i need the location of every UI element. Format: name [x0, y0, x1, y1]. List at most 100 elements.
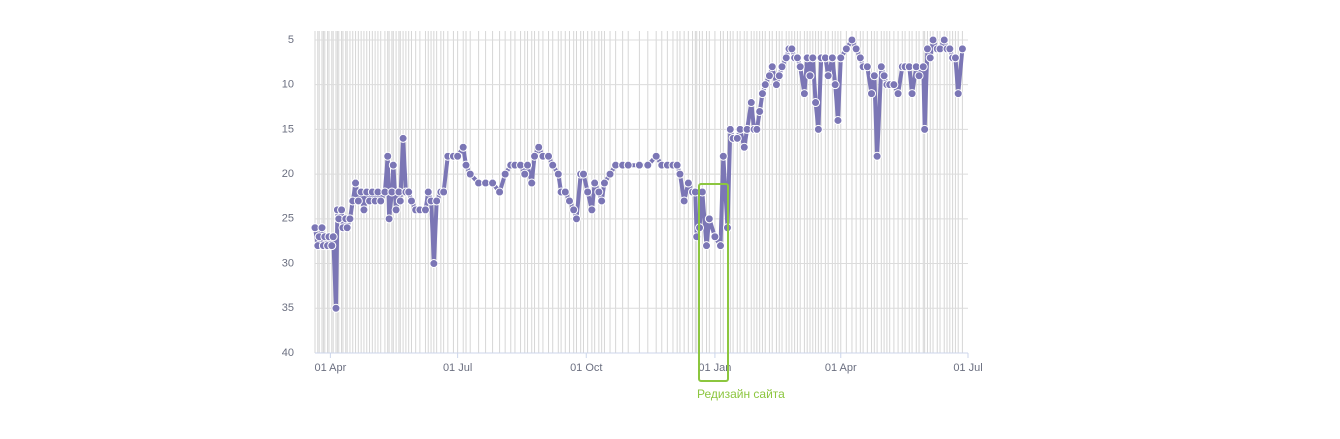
point [337, 205, 347, 215]
point [702, 241, 712, 251]
point [578, 169, 588, 179]
point [569, 205, 579, 215]
point [795, 62, 805, 72]
point [429, 259, 439, 269]
point [867, 89, 877, 99]
point [805, 71, 815, 81]
point [404, 187, 414, 197]
point [879, 71, 889, 81]
y-tick-label: 5 [288, 34, 294, 46]
point [945, 44, 955, 54]
point [752, 124, 762, 134]
x-tick-label: 01 Jul [443, 362, 472, 374]
point [746, 98, 756, 108]
point [571, 214, 581, 224]
point [623, 160, 633, 170]
point [781, 53, 791, 63]
point [833, 115, 843, 125]
point [388, 160, 398, 170]
point [599, 178, 609, 188]
point [353, 196, 363, 206]
point [925, 53, 935, 63]
point [830, 80, 840, 90]
point [889, 80, 899, 90]
point [391, 205, 401, 215]
point [594, 187, 604, 197]
point [914, 71, 924, 81]
point [383, 151, 393, 161]
point [823, 71, 833, 81]
y-tick-label: 40 [282, 347, 294, 359]
point [605, 169, 615, 179]
point [847, 35, 857, 45]
point [461, 160, 471, 170]
point [939, 35, 949, 45]
point [643, 160, 653, 170]
point [590, 178, 600, 188]
point [907, 89, 917, 99]
point [520, 169, 530, 179]
point [928, 35, 938, 45]
point [672, 160, 682, 170]
point [527, 178, 537, 188]
point [851, 44, 861, 54]
point [345, 214, 355, 224]
point [544, 151, 554, 161]
point [813, 124, 823, 134]
point [376, 196, 386, 206]
point [327, 241, 337, 251]
point [893, 89, 903, 99]
point [755, 107, 765, 116]
y-tick-label: 25 [282, 213, 294, 225]
point [760, 80, 770, 90]
y-tick-label: 15 [282, 123, 294, 135]
y-tick-label: 35 [282, 302, 294, 314]
point [564, 196, 574, 206]
point [792, 53, 802, 63]
point [716, 241, 726, 251]
point [423, 187, 433, 197]
point [395, 196, 405, 206]
point [634, 160, 644, 170]
point [787, 44, 797, 54]
point [774, 71, 784, 81]
point [771, 80, 781, 90]
x-tick-label: 01 Jan [698, 362, 731, 374]
point [827, 53, 837, 63]
point [583, 187, 593, 197]
point [683, 178, 693, 188]
point [704, 214, 714, 224]
point [500, 169, 510, 179]
point [398, 133, 408, 143]
point [725, 124, 735, 134]
x-tick-label: 01 Apr [825, 362, 857, 374]
point [710, 232, 720, 242]
point [679, 196, 689, 206]
point [869, 71, 879, 81]
point [548, 160, 558, 170]
point [439, 187, 449, 197]
x-tick-label: 01 Oct [570, 362, 602, 374]
y-tick-label: 20 [282, 168, 294, 180]
point [757, 89, 767, 99]
point [523, 160, 533, 170]
point [922, 44, 932, 54]
point [950, 53, 960, 63]
point [799, 89, 809, 99]
point [808, 53, 818, 63]
point [587, 205, 597, 215]
point [453, 151, 463, 161]
point [957, 44, 967, 54]
point [351, 178, 361, 188]
point [777, 62, 787, 72]
point [767, 62, 777, 72]
point [920, 124, 930, 134]
point [384, 214, 394, 224]
y-tick-label: 30 [282, 257, 294, 269]
point [841, 44, 851, 54]
point [342, 223, 352, 233]
x-tick-label: 01 Apr [314, 362, 346, 374]
point [534, 142, 544, 152]
point [420, 205, 430, 215]
